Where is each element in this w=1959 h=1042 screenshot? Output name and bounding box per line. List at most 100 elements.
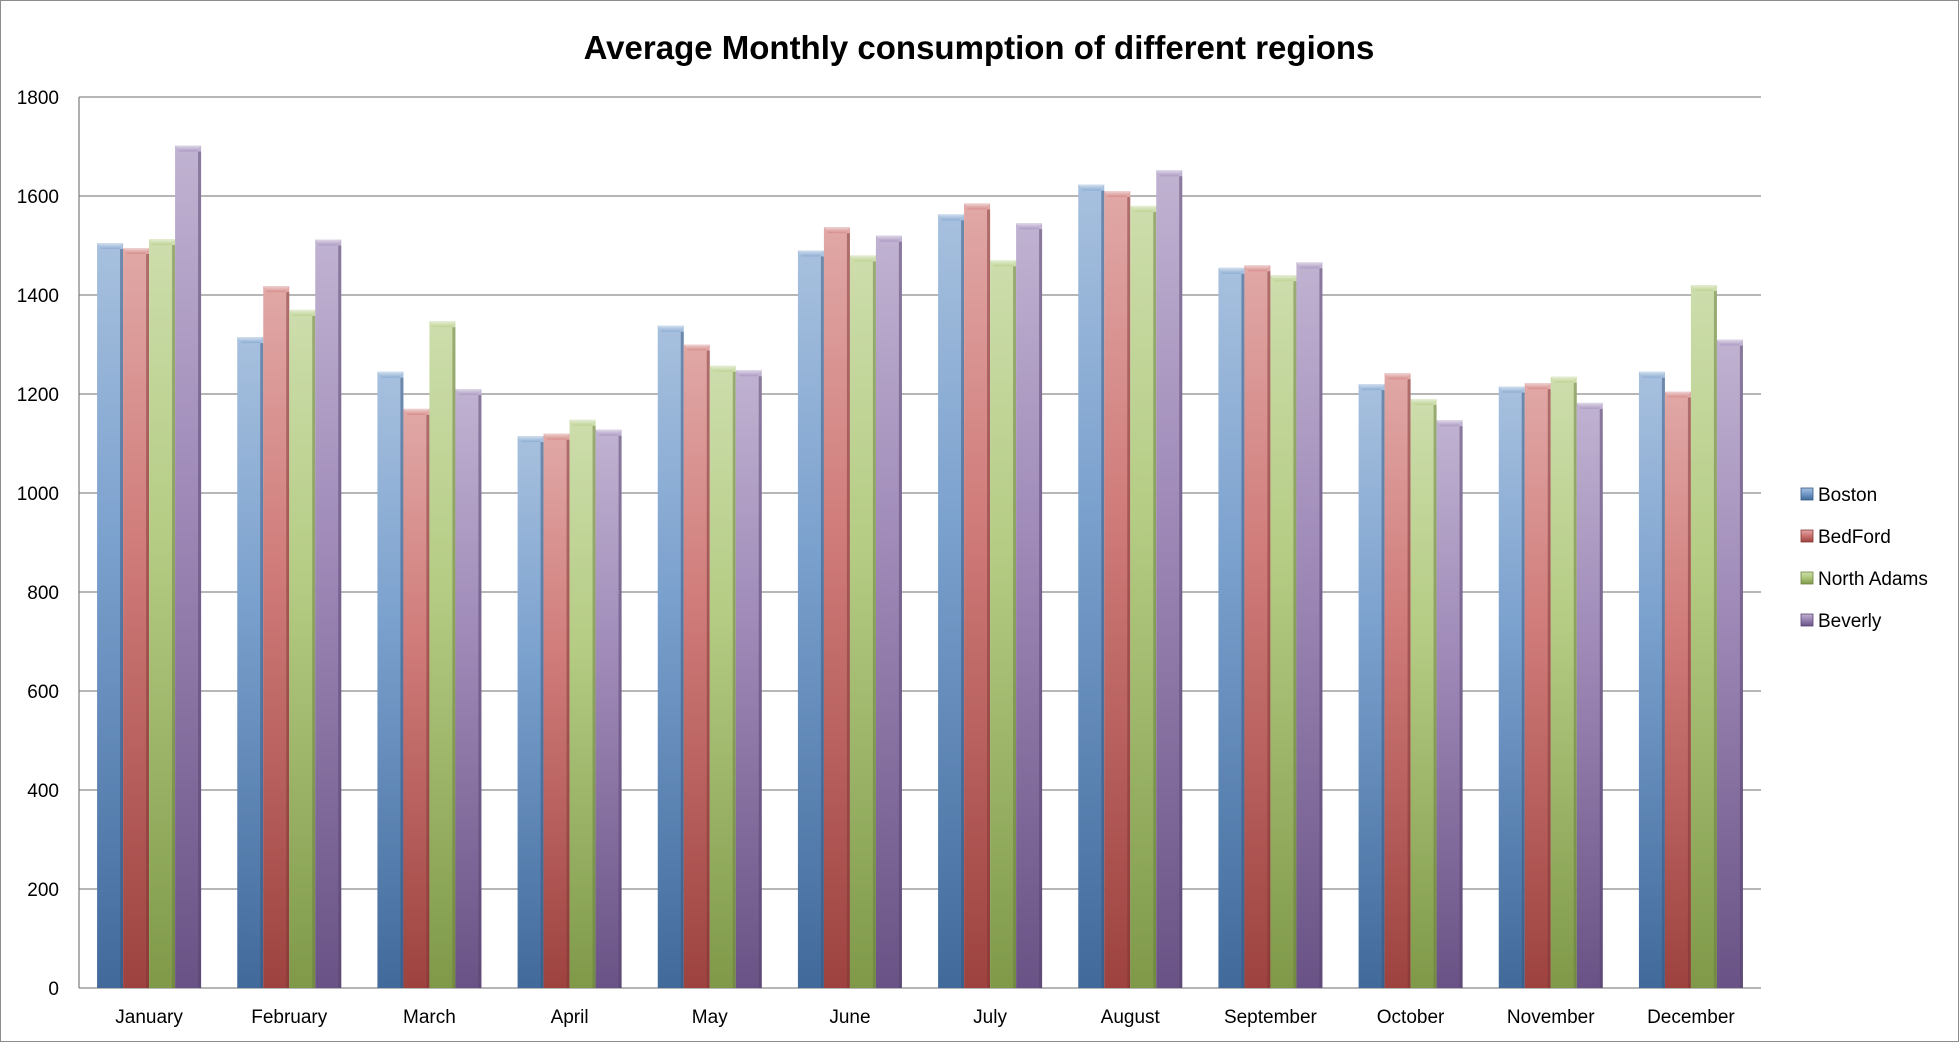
y-tick-label: 800 bbox=[27, 583, 59, 604]
bar-north-adams bbox=[1690, 285, 1717, 989]
bar-bedford bbox=[1104, 191, 1131, 989]
bar-edge bbox=[1573, 382, 1577, 988]
bar-edge bbox=[1319, 268, 1323, 989]
legend-label: Beverly bbox=[1818, 611, 1882, 632]
x-tick-label: March bbox=[403, 1007, 456, 1028]
y-tick-label: 1200 bbox=[17, 385, 59, 406]
bar-cap bbox=[237, 337, 264, 344]
bar-edge bbox=[1241, 273, 1245, 988]
legend-label: BedFord bbox=[1818, 527, 1891, 548]
y-tick-label: 1600 bbox=[17, 187, 59, 208]
x-tick-label: November bbox=[1507, 1007, 1595, 1028]
bar-cap bbox=[1690, 285, 1717, 292]
bar-cap bbox=[1576, 402, 1603, 409]
bar-edge bbox=[1547, 389, 1551, 988]
bar-cap bbox=[1244, 265, 1271, 272]
bar-north-adams bbox=[289, 309, 316, 989]
bar-bedford bbox=[123, 247, 150, 989]
bar-cap bbox=[175, 145, 202, 152]
bar-beverly bbox=[1016, 223, 1043, 989]
bar-edge bbox=[1101, 190, 1105, 989]
bar-cap bbox=[797, 250, 824, 257]
grid-lines bbox=[79, 96, 1761, 989]
chart-title: Average Monthly consumption of different… bbox=[584, 29, 1375, 66]
bar-edge bbox=[1013, 266, 1017, 989]
bar-cap bbox=[657, 325, 684, 332]
bar-beverly bbox=[175, 145, 202, 988]
y-tick-label: 400 bbox=[27, 781, 59, 802]
bar-cap bbox=[97, 243, 124, 250]
bar-edge bbox=[120, 249, 124, 988]
bar-bedford bbox=[1244, 265, 1271, 988]
bar-edge bbox=[1039, 229, 1043, 989]
bar-edge bbox=[1661, 377, 1665, 989]
bar-boston bbox=[657, 325, 684, 988]
y-tick-label: 0 bbox=[48, 979, 59, 1000]
bar-edge bbox=[286, 292, 290, 989]
bar-cap bbox=[964, 203, 991, 210]
bar-cap bbox=[709, 365, 736, 372]
legend-swatch bbox=[1800, 529, 1814, 543]
bar-edge bbox=[338, 245, 342, 988]
bar-cap bbox=[315, 239, 342, 246]
bar-cap bbox=[377, 371, 404, 378]
bar-cap bbox=[849, 255, 876, 262]
bar-edge bbox=[426, 414, 430, 989]
bar-beverly bbox=[595, 429, 622, 988]
bar-edge bbox=[618, 435, 622, 988]
bar-cap bbox=[1078, 184, 1105, 191]
bar-edge bbox=[1433, 404, 1437, 988]
bar-beverly bbox=[455, 389, 482, 988]
bar-edge bbox=[898, 241, 902, 989]
bar-edge bbox=[1599, 408, 1603, 988]
bar-edge bbox=[1267, 271, 1271, 988]
bar-beverly bbox=[315, 239, 342, 988]
bar-edge bbox=[1179, 176, 1183, 988]
x-tick-label: September bbox=[1224, 1007, 1318, 1028]
bar-cap bbox=[1664, 391, 1691, 398]
bar-cap bbox=[1384, 373, 1411, 380]
bar-north-adams bbox=[1270, 275, 1297, 988]
bar-cap bbox=[735, 370, 762, 377]
bar-edge bbox=[820, 256, 824, 988]
bar-cap bbox=[1550, 376, 1577, 383]
x-tick-label: April bbox=[551, 1007, 589, 1028]
bar-boston bbox=[938, 214, 965, 988]
bar-edge bbox=[872, 261, 876, 988]
bar-edge bbox=[758, 376, 762, 988]
x-tick-label: July bbox=[973, 1007, 1007, 1028]
bar-bedford bbox=[1664, 391, 1691, 988]
bar-bedford bbox=[263, 286, 290, 989]
bar-cap bbox=[1436, 420, 1463, 427]
x-tick-label: October bbox=[1377, 1007, 1445, 1028]
bar-beverly bbox=[1156, 170, 1183, 988]
bar-cap bbox=[990, 260, 1017, 267]
bar-cap bbox=[149, 239, 176, 246]
legend-swatch bbox=[1800, 571, 1814, 585]
bar-cap bbox=[1716, 339, 1743, 346]
bar-edge bbox=[1459, 426, 1463, 988]
bar-north-adams bbox=[990, 260, 1017, 989]
bar-edge bbox=[732, 371, 736, 988]
bar-cap bbox=[1218, 267, 1245, 274]
y-tick-label: 200 bbox=[27, 880, 59, 901]
bar-north-adams bbox=[849, 255, 876, 988]
bar-cap bbox=[1156, 170, 1183, 177]
bar-north-adams bbox=[1410, 398, 1437, 988]
bar-cap bbox=[823, 227, 850, 234]
bar-cap bbox=[429, 321, 456, 328]
bar-edge bbox=[1127, 197, 1131, 989]
bar-edge bbox=[146, 253, 150, 989]
bar-cap bbox=[1016, 223, 1043, 230]
bar-beverly bbox=[875, 235, 902, 989]
bar-north-adams bbox=[1550, 376, 1577, 988]
bar-edge bbox=[400, 377, 404, 989]
bar-edge bbox=[478, 395, 482, 988]
bar-beverly bbox=[1436, 420, 1463, 988]
bar-edge bbox=[846, 233, 850, 988]
bar-cap bbox=[1104, 191, 1131, 198]
bar-edge bbox=[1521, 392, 1525, 988]
bar-bedford bbox=[683, 344, 710, 988]
y-tick-label: 600 bbox=[27, 682, 59, 703]
